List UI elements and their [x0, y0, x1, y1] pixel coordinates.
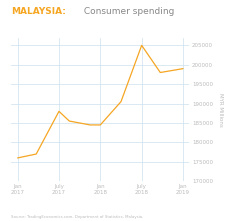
Text: Consumer spending: Consumer spending	[81, 7, 174, 16]
Y-axis label: MYR Millions: MYR Millions	[217, 93, 222, 126]
Text: Source: TradingEconomics.com, Department of Statistics, Malaysia.: Source: TradingEconomics.com, Department…	[11, 215, 143, 219]
Text: MALAYSIA:: MALAYSIA:	[11, 7, 66, 16]
